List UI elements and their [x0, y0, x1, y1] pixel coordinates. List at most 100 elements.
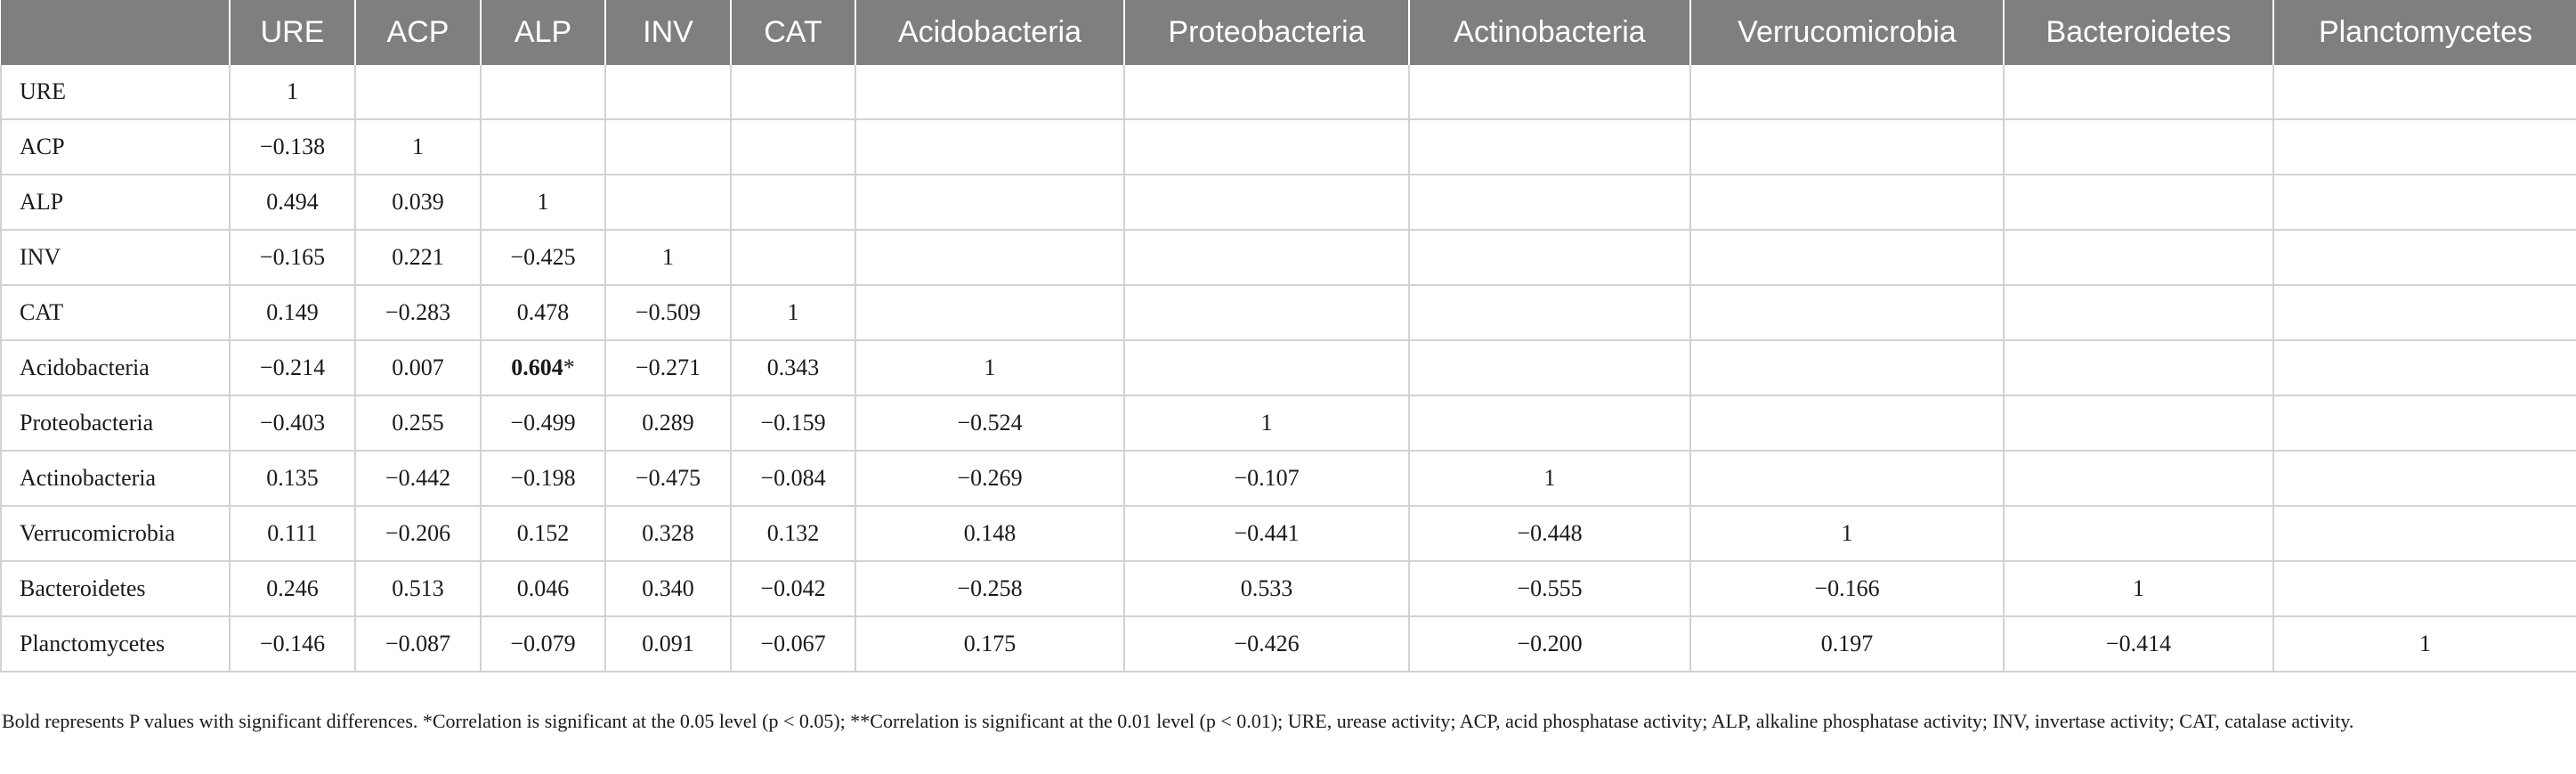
table-cell: −0.524	[855, 395, 1124, 452]
table-cell: −0.084	[730, 451, 855, 507]
table-cell: 0.221	[354, 230, 481, 286]
table-cell	[1408, 230, 1690, 286]
table-cell: 1	[354, 119, 481, 175]
header-cell: Planctomycetes	[2272, 0, 2576, 65]
table-cell: −0.165	[229, 230, 355, 286]
table-cell	[1689, 285, 2004, 341]
table-cell	[730, 175, 855, 231]
table-cell: −0.414	[2003, 616, 2273, 672]
table-cell: −0.138	[229, 119, 355, 175]
table-cell	[2272, 230, 2576, 286]
header-cell: Actinobacteria	[1408, 0, 1690, 65]
table-cell: −0.499	[480, 395, 605, 452]
table-cell	[2003, 175, 2273, 231]
table-cell: 0.135	[229, 451, 355, 507]
row-label: Proteobacteria	[0, 395, 230, 452]
table-cell: 1	[855, 340, 1124, 396]
table-cell	[1123, 340, 1409, 396]
row-label: URE	[0, 65, 230, 120]
table-cell: 0.149	[229, 285, 355, 341]
table-cell	[1408, 340, 1690, 396]
table-cell: 1	[604, 230, 731, 286]
table-cell: 1	[1123, 395, 1409, 452]
table-cell	[2272, 561, 2576, 617]
table-cell: 1	[1408, 451, 1690, 507]
table-cell	[2272, 175, 2576, 231]
table-cell	[2272, 506, 2576, 562]
table-cell	[730, 230, 855, 286]
table-row: URE 1	[0, 65, 2576, 120]
header-row: URE ACP ALP INV CAT Acidobacteria Proteobacter…	[1, 0, 2576, 65]
table-cell: 0.494	[229, 175, 355, 231]
table-cell	[1689, 175, 2004, 231]
table-cell	[855, 119, 1124, 175]
table-cell: −0.159	[730, 395, 855, 452]
table-cell	[2003, 340, 2273, 396]
table-cell: −0.146	[229, 616, 355, 672]
table-cell	[2003, 395, 2273, 452]
table-cell	[604, 175, 731, 231]
table-cell	[2272, 340, 2576, 396]
table-cell: −0.206	[354, 506, 481, 562]
table-cell: −0.555	[1408, 561, 1690, 617]
table-cell	[604, 65, 731, 120]
header-cell-corner	[1, 0, 230, 65]
table-cell: 0.343	[730, 340, 855, 396]
table-cell: 0.091	[604, 616, 731, 672]
table-cell	[1408, 65, 1690, 120]
table-cell: −0.426	[1123, 616, 1409, 672]
table-cell: 1	[229, 65, 355, 120]
significance-marker: *	[563, 354, 575, 380]
table-row: Acidobacteria −0.214 0.007 0.604* −0.271 0.34…	[0, 340, 2576, 396]
table-cell	[1123, 175, 1409, 231]
table-cell	[855, 65, 1124, 120]
table-cell	[855, 285, 1124, 341]
table-cell: −0.200	[1408, 616, 1690, 672]
header-cell: CAT	[730, 0, 855, 65]
table-cell: 0.340	[604, 561, 731, 617]
table-cell	[1689, 451, 2004, 507]
table-cell: 0.604*	[480, 340, 605, 396]
table-cell: −0.198	[480, 451, 605, 507]
table-footnote: Bold represents P values with significan…	[2, 710, 2354, 732]
table-cell	[855, 230, 1124, 286]
header-cell: INV	[604, 0, 731, 65]
table-cell	[2003, 65, 2273, 120]
table-cell	[480, 119, 605, 175]
table-cell: −0.283	[354, 285, 481, 341]
table-cell	[2272, 285, 2576, 341]
table-cell	[2272, 451, 2576, 507]
table-cell: −0.442	[354, 451, 481, 507]
table-cell	[1689, 65, 2004, 120]
row-label: ACP	[0, 119, 230, 175]
table-cell	[1689, 230, 2004, 286]
header-cell: URE	[229, 0, 355, 65]
table-cell: 0.255	[354, 395, 481, 452]
table-cell: −0.509	[604, 285, 731, 341]
table-cell: −0.271	[604, 340, 731, 396]
table-row: ALP 0.494 0.039 1	[0, 175, 2576, 231]
table-cell	[2272, 65, 2576, 120]
table-cell	[1123, 230, 1409, 286]
table-cell: −0.475	[604, 451, 731, 507]
table-cell	[2003, 230, 2273, 286]
row-label: Verrucomicrobia	[0, 506, 230, 562]
table-cell: 1	[2272, 616, 2576, 672]
table-cell: −0.166	[1689, 561, 2004, 617]
table-row: Bacteroidetes 0.246 0.513 0.046 0.340 −0.042−…	[0, 561, 2576, 617]
table-cell: 0.513	[354, 561, 481, 617]
table-cell: −0.214	[229, 340, 355, 396]
table-cell	[1408, 285, 1690, 341]
table-cell: −0.107	[1123, 451, 1409, 507]
table-cell	[1408, 175, 1690, 231]
table-cell	[1408, 119, 1690, 175]
table-cell: −0.067	[730, 616, 855, 672]
table-header: URE ACP ALP INV CAT Acidobacteria Proteobacter…	[1, 0, 2576, 65]
table-cell	[1123, 65, 1409, 120]
significant-value: 0.604	[511, 354, 563, 380]
table-row: Verrucomicrobia 0.111 −0.206 0.152 0.328 0.13…	[0, 506, 2576, 562]
row-label: INV	[0, 230, 230, 286]
correlation-table: URE ACP ALP INV CAT Acidobacteria Proteobacter…	[0, 0, 2576, 672]
table-cell	[2272, 395, 2576, 452]
table-cell	[604, 119, 731, 175]
